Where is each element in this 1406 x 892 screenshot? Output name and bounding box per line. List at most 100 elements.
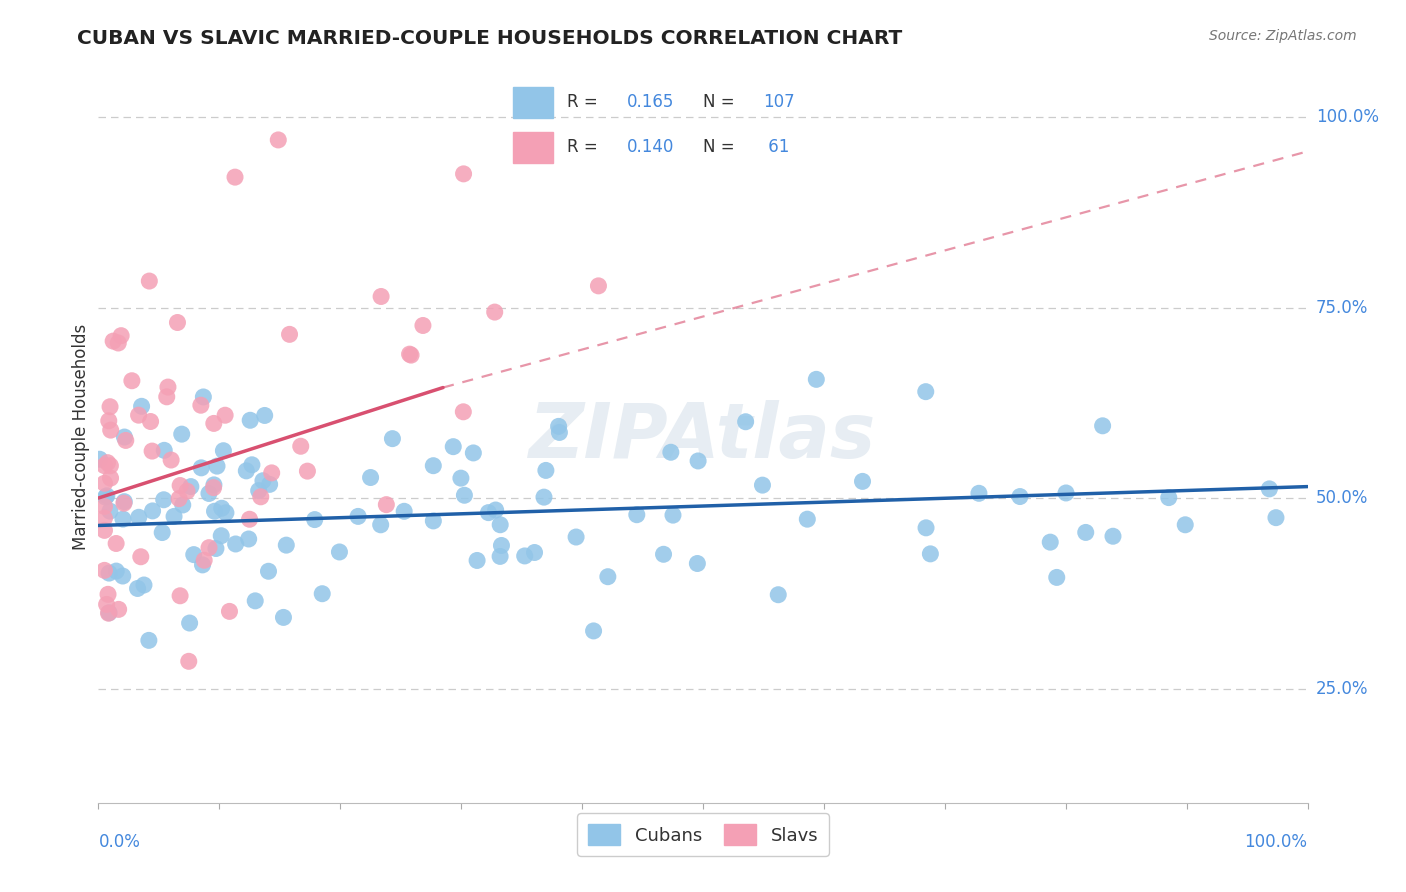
Point [484,305,506,319]
Point [93,458,115,473]
Point [1174,517,1197,532]
Point [93,511,115,525]
Point [105,536,128,550]
Point [107,336,129,351]
Point [450,471,472,485]
Point [193,553,215,567]
Point [131,400,153,414]
Point [290,439,312,453]
Point [796,512,818,526]
Point [370,289,392,303]
Point [533,490,555,504]
Point [93,563,115,577]
Legend: Cubans, Slavs: Cubans, Slavs [576,814,830,856]
Point [128,510,150,524]
Point [170,427,193,442]
Point [138,633,160,648]
Point [513,549,536,563]
Point [1074,525,1097,540]
Point [806,372,828,386]
Point [98,400,121,414]
Point [914,384,936,399]
Point [375,498,398,512]
Point [278,327,301,342]
Text: ZIPAtlas: ZIPAtlas [529,401,877,474]
Point [565,530,588,544]
Point [177,654,200,668]
Point [114,434,136,448]
Point [169,589,191,603]
Point [205,541,228,556]
Point [915,521,938,535]
Point [129,549,152,564]
Point [276,538,298,552]
Point [183,548,205,562]
Point [370,517,392,532]
Point [193,390,215,404]
Point [93,500,115,514]
Point [381,432,404,446]
Point [1265,510,1288,524]
Point [111,512,134,526]
Text: 75.0%: 75.0% [1316,299,1368,317]
Point [851,475,873,489]
Point [297,464,319,478]
Point [94,490,117,504]
Point [477,506,499,520]
Point [114,430,136,444]
Point [489,549,512,564]
Point [139,415,162,429]
Point [260,466,283,480]
Point [267,133,290,147]
Text: 0.0%: 0.0% [98,833,141,851]
Point [1054,486,1077,500]
Text: Source: ZipAtlas.com: Source: ZipAtlas.com [1209,29,1357,43]
Point [150,525,173,540]
Point [582,624,605,638]
Point [1102,529,1125,543]
Text: 25.0%: 25.0% [1316,680,1368,698]
Point [100,471,122,485]
Point [204,504,226,518]
Text: 100.0%: 100.0% [1244,833,1308,851]
Point [465,553,488,567]
Point [97,414,120,428]
Point [98,504,121,518]
Point [110,328,132,343]
Point [247,483,270,498]
Point [98,606,121,620]
Point [768,588,790,602]
Point [523,545,546,559]
Point [652,547,675,561]
Point [105,564,128,578]
Point [212,443,235,458]
Point [218,604,240,618]
Point [180,479,202,493]
Point [96,489,118,503]
Point [209,529,232,543]
Point [202,481,225,495]
Point [453,167,475,181]
Text: 50.0%: 50.0% [1316,489,1368,507]
Point [491,539,513,553]
Point [920,547,942,561]
Point [112,494,135,508]
Point [205,459,228,474]
Point [1258,482,1281,496]
Point [214,409,236,423]
Point [211,501,233,516]
Point [160,453,183,467]
Point [132,578,155,592]
Point [453,405,475,419]
Point [1157,491,1180,505]
Point [96,598,118,612]
Point [1039,535,1062,549]
Point [89,452,111,467]
Point [97,587,120,601]
Point [548,425,571,440]
Point [202,478,225,492]
Point [257,564,280,578]
Point [1008,490,1031,504]
Point [169,478,191,492]
Point [93,524,115,538]
